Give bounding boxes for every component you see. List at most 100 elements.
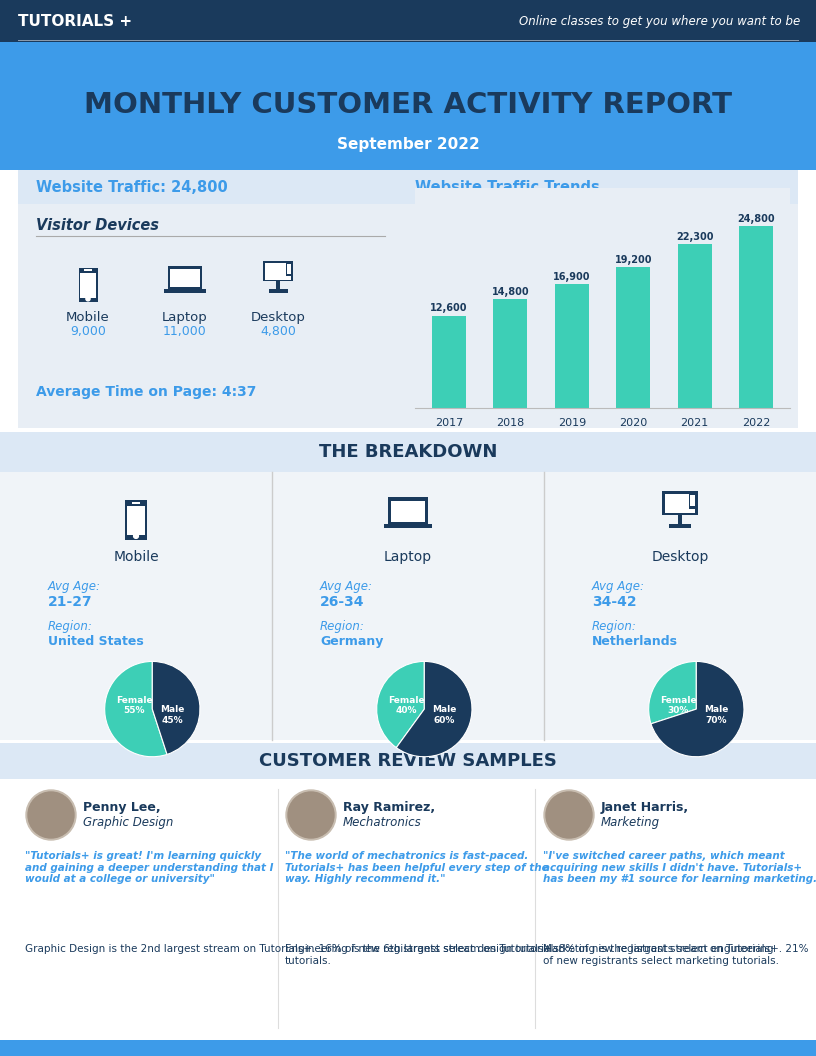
Circle shape [86,297,90,301]
Text: 11,000: 11,000 [163,325,207,338]
Text: Avg Age:: Avg Age: [48,580,101,593]
Text: THE BREAKDOWN: THE BREAKDOWN [319,444,497,461]
Circle shape [26,790,76,840]
Text: "Tutorials+ is great! I'm learning quickly
and gaining a deeper understanding th: "Tutorials+ is great! I'm learning quick… [25,851,273,884]
Text: Female
30%: Female 30% [660,696,697,715]
Text: Marketing is the largest stream on Tutorials+. 21% of new registrants select mar: Marketing is the largest stream on Tutor… [543,944,809,965]
Text: Visitor Devices: Visitor Devices [36,218,159,233]
FancyBboxPatch shape [263,261,293,281]
Bar [555,284,588,408]
FancyBboxPatch shape [164,289,206,293]
FancyBboxPatch shape [388,497,428,524]
Text: MONTHLY CUSTOMER ACTIVITY REPORT: MONTHLY CUSTOMER ACTIVITY REPORT [84,91,732,119]
Text: Netherlands: Netherlands [592,635,678,648]
Bar [494,300,527,408]
Text: TUTORIALS +: TUTORIALS + [18,14,132,29]
Wedge shape [104,661,167,757]
FancyBboxPatch shape [0,0,816,42]
Bar [432,316,466,408]
Wedge shape [651,661,744,757]
Text: Desktop: Desktop [651,550,708,564]
Circle shape [544,790,594,840]
FancyBboxPatch shape [690,495,695,507]
FancyBboxPatch shape [18,170,798,428]
Text: 4,800: 4,800 [260,325,296,338]
Text: Germany: Germany [320,635,384,648]
FancyBboxPatch shape [0,432,816,472]
Text: Website Traffic: 24,800: Website Traffic: 24,800 [36,180,228,194]
Text: Male
60%: Male 60% [432,705,456,724]
Wedge shape [377,661,424,748]
FancyBboxPatch shape [0,42,816,170]
Text: Ray Ramirez,: Ray Ramirez, [343,802,435,814]
Text: Female
40%: Female 40% [388,696,424,715]
Bar [739,226,773,408]
FancyBboxPatch shape [0,432,816,740]
Text: 26-34: 26-34 [320,595,365,609]
FancyBboxPatch shape [174,289,197,291]
Text: 21-27: 21-27 [48,595,93,609]
FancyBboxPatch shape [276,281,280,289]
Text: Graphic Design: Graphic Design [83,816,173,829]
Text: Avg Age:: Avg Age: [592,580,645,593]
Text: 16,900: 16,900 [553,271,591,282]
Text: Mobile: Mobile [66,312,110,324]
Text: Mechatronics: Mechatronics [343,816,422,829]
FancyBboxPatch shape [384,524,432,528]
FancyBboxPatch shape [127,506,144,535]
FancyBboxPatch shape [286,262,292,276]
Text: Laptop: Laptop [162,312,208,324]
FancyBboxPatch shape [669,524,691,528]
Text: Male
70%: Male 70% [704,705,729,724]
Text: Mobile: Mobile [113,550,159,564]
FancyBboxPatch shape [265,263,290,280]
FancyBboxPatch shape [168,266,202,289]
FancyBboxPatch shape [171,269,200,287]
Text: Website Traffic Trends: Website Traffic Trends [415,180,600,194]
Text: 19,200: 19,200 [614,254,652,265]
FancyBboxPatch shape [665,494,695,513]
Text: Region:: Region: [48,620,93,633]
FancyBboxPatch shape [131,502,140,504]
Circle shape [28,792,74,838]
Text: Average Time on Page: 4:37: Average Time on Page: 4:37 [36,385,256,399]
Circle shape [286,790,336,840]
Wedge shape [153,661,200,754]
Text: Online classes to get you where you want to be: Online classes to get you where you want… [519,15,800,27]
Wedge shape [649,661,696,723]
Text: 9,000: 9,000 [70,325,106,338]
Text: CUSTOMER REVIEW SAMPLES: CUSTOMER REVIEW SAMPLES [259,752,557,770]
Text: Janet Harris,: Janet Harris, [601,802,690,814]
Text: Desktop: Desktop [251,312,305,324]
Circle shape [546,792,592,838]
FancyBboxPatch shape [286,264,291,274]
FancyBboxPatch shape [689,493,697,509]
FancyBboxPatch shape [84,269,91,271]
Wedge shape [397,661,472,757]
FancyBboxPatch shape [678,515,682,524]
Text: 12,600: 12,600 [430,303,468,314]
Text: Graphic Design is the 2nd largest stream on Tutorials+. 16% of new registrants s: Graphic Design is the 2nd largest stream… [25,944,562,954]
Text: Avg Age:: Avg Age: [320,580,373,593]
Text: Penny Lee,: Penny Lee, [83,802,161,814]
FancyBboxPatch shape [268,289,287,293]
Text: 24,800: 24,800 [737,214,775,224]
Circle shape [134,533,139,539]
Bar [678,245,712,408]
FancyBboxPatch shape [663,491,698,515]
Text: 34-42: 34-42 [592,595,636,609]
Text: Marketing: Marketing [601,816,660,829]
FancyBboxPatch shape [391,501,425,522]
FancyBboxPatch shape [0,743,816,779]
Text: September 2022: September 2022 [337,137,479,152]
Text: 14,800: 14,800 [491,287,529,298]
FancyBboxPatch shape [78,268,97,302]
Text: United States: United States [48,635,144,648]
Text: Male
45%: Male 45% [160,705,184,724]
Text: "I've switched career paths, which meant
acquiring new skills I didn't have. Tut: "I've switched career paths, which meant… [543,851,816,884]
Bar [616,267,650,408]
Text: Region:: Region: [320,620,365,633]
FancyBboxPatch shape [395,524,421,526]
Circle shape [288,792,334,838]
Text: Female
55%: Female 55% [116,696,153,715]
